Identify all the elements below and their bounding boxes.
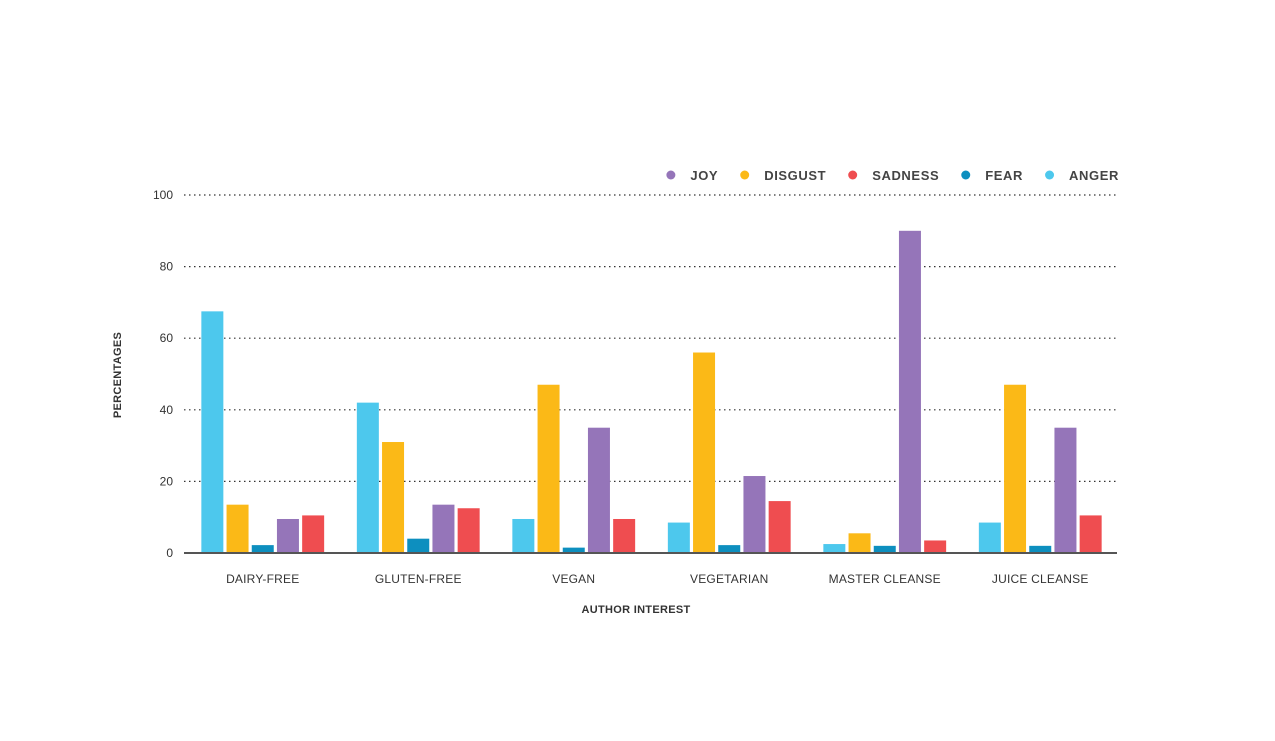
bar-joy-dairy-free [276, 518, 299, 553]
bar-fear-juice-cleanse [1029, 545, 1052, 553]
legend-label-anger: ANGER [1069, 168, 1119, 183]
bar-fear-vegan [562, 547, 585, 553]
gridlines [184, 194, 1117, 482]
bar-joy-vegetarian [743, 476, 766, 553]
y-tick-label: 20 [160, 474, 174, 488]
x-tick-label: VEGETARIAN [690, 572, 768, 586]
y-axis-ticks: 0 20 40 60 80 100 [153, 188, 173, 560]
legend-swatch-disgust [740, 170, 750, 180]
bar-anger-vegetarian [667, 522, 690, 553]
bar-disgust-vegan [537, 384, 560, 553]
bar-sadness-master-cleanse [924, 540, 947, 553]
bar-sadness-juice-cleanse [1079, 515, 1102, 553]
bar-joy-gluten-free [432, 504, 455, 553]
x-tick-label: JUICE CLEANSE [992, 572, 1089, 586]
x-axis-title: AUTHOR INTEREST [582, 604, 691, 616]
y-tick-label: 80 [160, 260, 174, 274]
x-tick-label: DAIRY-FREE [226, 572, 299, 586]
bar-anger-master-cleanse [823, 544, 846, 553]
bar-disgust-master-cleanse [848, 533, 871, 553]
y-tick-label: 60 [160, 331, 174, 345]
legend-label-disgust: DISGUST [764, 168, 826, 183]
x-tick-label: MASTER CLEANSE [829, 572, 941, 586]
legend-label-joy: JOY [690, 168, 718, 183]
bar-sadness-dairy-free [302, 515, 325, 553]
bar-joy-master-cleanse [898, 230, 921, 554]
bar-joy-juice-cleanse [1054, 427, 1077, 553]
bar-disgust-gluten-free [382, 442, 405, 553]
bar-disgust-dairy-free [226, 504, 249, 553]
legend-swatch-joy [666, 170, 676, 180]
bar-fear-dairy-free [251, 545, 274, 553]
bar-disgust-vegetarian [693, 352, 716, 553]
legend-swatch-anger [1045, 170, 1055, 180]
x-tick-label: GLUTEN-FREE [375, 572, 462, 586]
legend: JOY DISGUST SADNESS FEAR ANGER [666, 168, 1119, 183]
x-axis-labels: DAIRY-FREE GLUTEN-FREE VEGAN VEGETARIAN MAST… [226, 572, 1089, 586]
y-tick-label: 40 [160, 403, 174, 417]
y-tick-label: 100 [153, 188, 173, 202]
bar-sadness-vegan [613, 518, 636, 553]
legend-swatch-fear [961, 170, 971, 180]
bar-anger-juice-cleanse [978, 522, 1001, 553]
legend-swatch-sadness [848, 170, 858, 180]
bar-fear-vegetarian [718, 545, 741, 553]
bars [201, 230, 1102, 554]
bar-fear-master-cleanse [873, 545, 896, 553]
bar-fear-gluten-free [407, 538, 430, 553]
bar-disgust-juice-cleanse [1004, 384, 1027, 553]
bar-anger-dairy-free [201, 311, 224, 553]
y-axis-title: PERCENTAGES [112, 332, 124, 418]
legend-label-sadness: SADNESS [872, 168, 939, 183]
bar-anger-vegan [512, 518, 535, 553]
x-tick-label: VEGAN [552, 572, 595, 586]
bar-anger-gluten-free [356, 402, 379, 553]
bar-joy-vegan [587, 427, 610, 553]
legend-label-fear: FEAR [985, 168, 1023, 183]
bar-sadness-vegetarian [768, 501, 791, 553]
bar-sadness-gluten-free [457, 508, 480, 553]
y-tick-label: 0 [166, 546, 173, 560]
